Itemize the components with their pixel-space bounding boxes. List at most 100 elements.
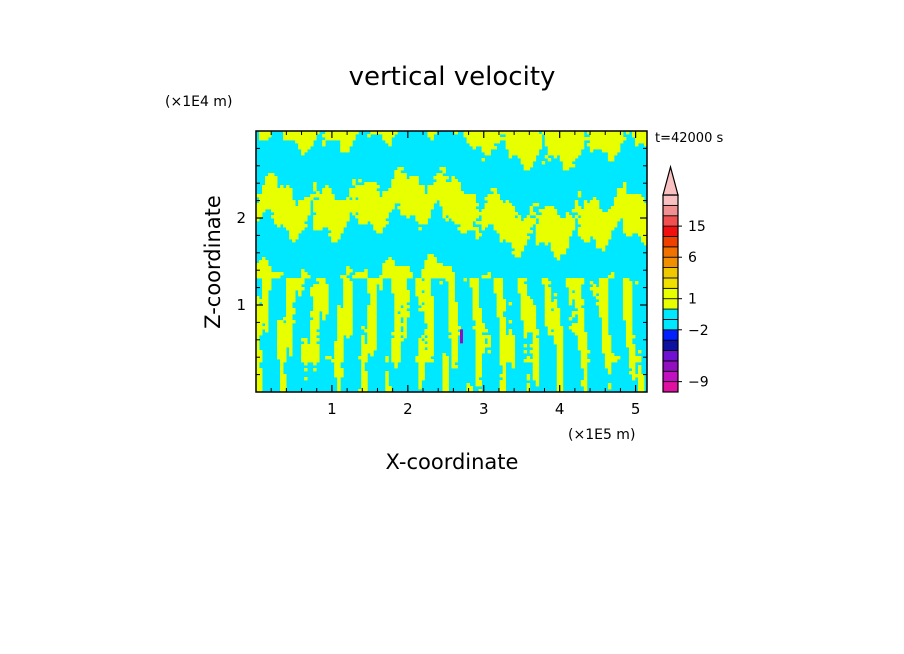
field-cell [385,140,389,144]
field-cell [517,143,522,147]
field-cell [364,386,368,390]
field-cell [583,383,588,387]
field-cell [571,152,576,156]
field-cell [361,272,365,276]
field-cell [562,236,567,240]
field-cell [589,281,594,285]
field-cell [424,293,428,297]
field-cell [346,197,350,201]
field-cell [637,224,642,228]
field-cell [613,218,618,222]
field-cell [415,182,419,186]
field-cell [322,194,326,198]
field-cell [481,143,485,147]
field-cell [604,314,609,318]
field-cell [628,311,633,315]
field-cell [340,206,344,210]
field-cell [499,281,504,285]
field-cell [604,338,609,342]
field-cell [580,311,585,315]
field-cell [265,194,269,198]
field-cell [448,194,452,198]
field-cell [259,131,263,135]
field-cell [571,146,576,150]
field-cell [430,305,434,309]
field-cell [526,299,531,303]
field-cell [553,224,558,228]
field-cell [625,230,630,234]
field-cell [538,236,543,240]
field-cell [628,341,633,345]
colorbar-segment [662,381,679,393]
field-cell [628,224,633,228]
field-cell [259,260,263,264]
field-cell [304,215,308,219]
field-cell [628,197,633,201]
field-cell [625,206,630,210]
field-cell [586,233,591,237]
field-cell [337,368,341,372]
field-cell [325,209,329,213]
field-cell [271,206,275,210]
field-cell [280,272,284,276]
field-cell [508,341,513,345]
field-cell [430,257,434,261]
field-cell [349,131,353,135]
field-cell [505,137,510,141]
field-cell [283,329,287,333]
field-cell [277,212,281,216]
field-cell [556,317,561,321]
field-cell [265,320,269,324]
field-cell [541,227,546,231]
field-cell [625,224,630,228]
field-cell [430,203,434,207]
field-cell [298,134,302,138]
field-cell [520,134,525,138]
field-cell [616,356,621,360]
field-cell [523,155,528,159]
field-cell [262,317,266,321]
field-cell [256,380,260,384]
field-cell [337,134,341,138]
field-cell [424,200,428,204]
field-cell [406,296,410,300]
field-cell [313,299,317,303]
field-cell [493,194,498,198]
field-cell [514,227,519,231]
field-cell [310,311,314,315]
field-cell [577,194,582,198]
field-cell [256,335,260,339]
field-cell [301,227,305,231]
field-cell [340,326,344,330]
field-cell [412,200,416,204]
field-cell [604,335,609,339]
field-cell [316,203,320,207]
field-cell [397,341,401,345]
field-cell [424,260,428,264]
field-cell [397,314,401,318]
field-cell [286,134,290,138]
field-cell [631,350,636,354]
field-cell [256,341,260,345]
field-cell [463,218,467,222]
field-cell [550,227,555,231]
y-tick-label: 2 [236,209,246,227]
field-cell [325,188,329,192]
field-cell [457,182,461,186]
field-cell [472,227,476,231]
field-cell [451,284,455,288]
field-cell [559,368,564,372]
field-cell [277,344,281,348]
field-cell [547,230,552,234]
field-cell [430,338,434,342]
field-cell [529,317,534,321]
field-cell [340,311,344,315]
field-cell [262,197,266,201]
field-cell [286,224,290,228]
field-cell [337,353,341,357]
field-cell [325,221,329,225]
field-cell [577,317,582,321]
field-cell [580,359,585,363]
field-cell [577,326,582,330]
field-cell [490,188,495,192]
